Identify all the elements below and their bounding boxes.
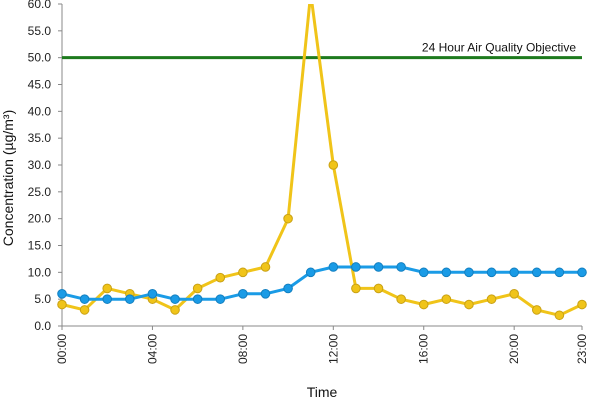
y-tick-label: 20.0 [28,212,52,226]
x-axis-title: Time [307,384,338,400]
data-point [351,283,361,294]
data-point [441,267,452,278]
data-point [170,294,180,304]
reference-line-group: 24 Hour Air Quality Objective [62,41,582,60]
data-point [373,262,384,272]
y-tick-label: 10.0 [28,265,52,279]
y-tick-label: 45.0 [28,78,52,92]
series-group [57,4,587,321]
data-point [351,262,361,272]
data-point [170,305,180,315]
data-point [102,294,113,304]
data-point [396,294,406,304]
data-point [531,305,542,315]
data-point [328,160,339,170]
y-tick-label: 25.0 [28,185,52,199]
x-tick-label: 04:00 [145,334,159,364]
data-point [531,267,542,278]
data-point [396,262,406,272]
data-point [418,267,429,278]
data-point [464,267,474,278]
data-point [464,299,474,310]
y-tick-label: 40.0 [28,104,52,118]
data-point [215,294,226,304]
y-axis-title: Concentration (µg/m³) [0,110,16,246]
series-line [61,265,582,301]
x-tick-label: 20:00 [507,334,521,364]
data-point [238,267,248,278]
series-1 [57,4,587,321]
y-tick-label: 0.0 [34,319,51,333]
data-point [554,267,565,278]
y-tick-label: 60.0 [28,0,52,11]
data-point [79,294,90,304]
data-point [486,294,497,304]
data-point [57,299,67,310]
data-point [215,272,226,283]
data-point [260,262,271,272]
x-tick-label: 08:00 [236,334,250,364]
x-tick-label: 16:00 [417,334,431,364]
data-point [554,310,565,321]
data-point [418,299,429,310]
data-point [509,289,519,299]
series-2 [57,262,587,304]
data-point [283,213,293,224]
data-point [328,262,339,272]
data-point [577,299,587,310]
data-point [192,294,203,304]
data-point [147,289,158,299]
x-tick-label: 12:00 [326,334,340,364]
data-point [57,289,67,299]
data-point [238,289,248,299]
data-point [102,283,113,294]
data-point [260,289,271,299]
y-tick-label: 5.0 [34,292,51,306]
y-tick-label: 50.0 [28,51,52,65]
data-point [373,283,384,294]
y-tick-label: 55.0 [28,24,52,38]
y-tick-label: 30.0 [28,158,52,172]
data-point [441,294,452,304]
data-point [283,283,293,294]
data-point [509,267,519,278]
data-point [305,267,316,278]
data-point [125,294,135,304]
x-tick-label: 23:00 [575,334,589,364]
y-axis: 0.0 5.0 10.0 15.0 20.0 25.0 30.0 35.0 40.0 45.0 50… [28,0,63,333]
y-tick-label: 15.0 [28,239,52,253]
data-point [577,267,587,278]
x-tick-label: 00:00 [55,334,69,364]
data-point [192,283,203,294]
data-point [486,267,497,278]
y-tick-label: 35.0 [28,131,52,145]
x-axis: 00:00 04:00 08:00 12:00 16:00 20:00 23:00 [55,325,589,364]
data-point [79,305,90,315]
reference-line-label: 24 Hour Air Quality Objective [422,41,576,55]
